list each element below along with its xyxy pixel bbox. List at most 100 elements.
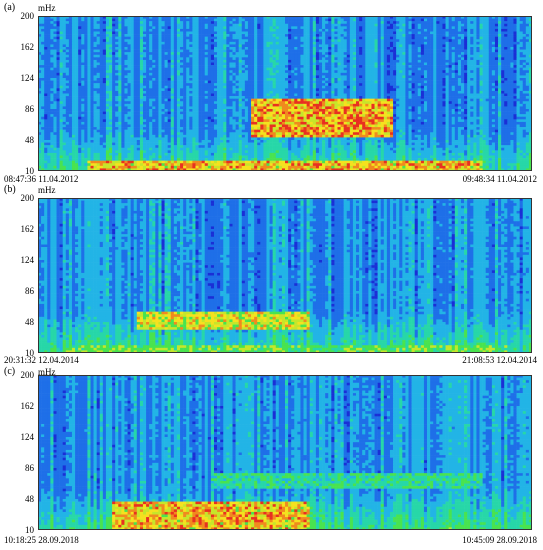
spectrogram-cell [528, 16, 532, 19]
spectrogram-cell [173, 44, 178, 48]
spectrogram-cell [331, 31, 335, 35]
spectrogram-cell [167, 41, 172, 45]
spectrogram-cell [476, 54, 480, 58]
spectrogram-cell [467, 39, 471, 43]
spectrogram-cell [266, 62, 270, 66]
spectrogram-cell [513, 85, 517, 89]
spectrogram-cell [322, 26, 326, 30]
spectrogram-cell [504, 28, 508, 32]
spectrogram-cell [362, 70, 366, 74]
spectrogram-cell [513, 75, 517, 79]
spectrogram-cell [192, 34, 196, 37]
spectrogram-cell [254, 67, 258, 71]
spectrogram-cell [142, 62, 147, 66]
spectrogram-cell [44, 16, 48, 19]
spectrogram-cell [411, 44, 415, 48]
spectrogram-cell [325, 36, 329, 40]
spectrogram-cell [476, 39, 480, 43]
spectrogram-cell [340, 31, 344, 35]
spectrogram-cell [207, 85, 212, 89]
spectrogram-cell [195, 31, 199, 35]
spectrogram-cell [405, 62, 409, 66]
spectrogram-cell [303, 70, 307, 74]
spectrogram-cell [464, 59, 468, 63]
spectrogram-cell [371, 31, 375, 35]
spectrogram-cell [254, 18, 258, 22]
spectrogram-cell [408, 41, 412, 45]
spectrogram-cell [109, 83, 113, 87]
spectrogram-cell [436, 85, 440, 89]
spectrogram-cell [93, 21, 97, 25]
spectrogram-cell [142, 39, 147, 43]
spectrogram-cell [244, 65, 249, 68]
spectrogram-cell [142, 90, 147, 94]
spectrogram-cell [309, 70, 314, 74]
spectrogram-cell [269, 23, 273, 27]
spectrogram-cell [71, 59, 76, 63]
spectrogram-cell [491, 62, 496, 66]
spectrogram-cell [325, 62, 329, 66]
spectrogram-cell [420, 21, 425, 25]
spectrogram-cell [201, 62, 206, 66]
spectrogram-cell [362, 75, 366, 79]
spectrogram-cell [183, 18, 187, 22]
spectrogram-cell [272, 78, 277, 81]
spectrogram-cell [352, 65, 357, 68]
spectrogram-cell [278, 70, 283, 74]
spectrogram-cell [386, 18, 391, 22]
spectrogram-cell [479, 90, 483, 94]
spectrogram-cell [247, 49, 252, 53]
spectrogram-cell [359, 85, 363, 89]
spectrogram-cell [124, 59, 128, 63]
spectrogram-cell [207, 21, 212, 25]
spectrogram-cell [346, 80, 351, 84]
spectrogram-cell [322, 93, 326, 97]
spectrogram-cell [223, 21, 227, 25]
spectrogram-cell [81, 52, 85, 56]
spectrogram-cell [223, 26, 227, 30]
spectrogram-cell [516, 54, 520, 58]
spectrogram-cell [414, 26, 419, 30]
spectrogram-cell [470, 47, 474, 50]
spectrogram-cell [346, 18, 351, 22]
spectrogram-cell [386, 44, 391, 48]
spectrogram-cell [257, 28, 261, 32]
spectrogram-cell [56, 93, 60, 97]
spectrogram-cell [504, 23, 508, 27]
spectrogram-cell [507, 36, 511, 40]
spectrogram-cell [498, 44, 502, 48]
spectrogram-cell [152, 41, 156, 45]
spectrogram-cell [90, 18, 94, 22]
spectrogram-cell [291, 62, 295, 66]
spectrogram-cell [467, 90, 471, 94]
spectrogram-cell [81, 39, 85, 43]
spectrogram-cell [318, 62, 323, 66]
spectrogram-cell [109, 54, 113, 58]
spectrogram-cell [142, 75, 147, 79]
spectrogram-cell [393, 59, 397, 63]
spectrogram-cell [312, 93, 317, 97]
spectrogram-cell [217, 85, 221, 89]
spectrogram-cell [343, 80, 348, 84]
spectrogram-cell [44, 85, 48, 89]
spectrogram-cell [374, 31, 378, 35]
spectrogram-cell [68, 23, 73, 27]
spectrogram-cell [359, 93, 363, 97]
spectrogram-cell [501, 83, 505, 87]
spectrogram-cell [501, 72, 505, 76]
spectrogram-cell [50, 57, 54, 61]
spectrogram-cell [325, 93, 329, 97]
spectrogram-cell [78, 57, 82, 61]
spectrogram-cell [53, 67, 57, 71]
spectrogram-cell [365, 39, 369, 43]
spectrogram-cell [186, 41, 190, 45]
spectrogram-cell [510, 75, 514, 79]
spectrogram-cell [343, 93, 348, 97]
spectrogram-cell [115, 96, 119, 99]
spectrogram-cell [464, 23, 468, 27]
spectrogram-cell [247, 83, 252, 87]
spectrogram-cell [325, 41, 329, 45]
spectrogram-cell [130, 83, 135, 87]
spectrogram-cell [297, 31, 301, 35]
spectrogram-cell [220, 18, 224, 22]
